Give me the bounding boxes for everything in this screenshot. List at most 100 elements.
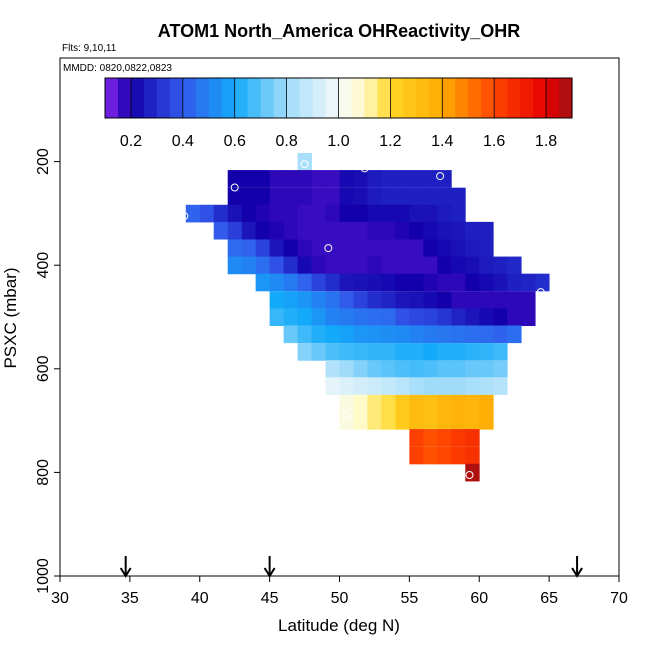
- observation-marker: [180, 211, 189, 220]
- heatmap-cell: [381, 360, 396, 378]
- heatmap-cell: [451, 308, 466, 327]
- colorbar-segment: [377, 78, 391, 118]
- colorbar-segment: [286, 78, 301, 118]
- y-tick-label: 1000: [35, 558, 52, 594]
- heatmap-cell: [479, 308, 494, 327]
- heatmap-cell: [353, 256, 368, 275]
- colorbar-segment: [533, 78, 547, 118]
- heatmap-cell: [437, 411, 452, 430]
- heatmap-cell: [283, 291, 298, 309]
- heatmap-cell: [451, 204, 466, 223]
- x-tick-label: 50: [331, 590, 349, 607]
- heatmap-cell: [437, 204, 452, 223]
- heatmap-cell: [409, 343, 424, 361]
- heatmap-cell: [395, 239, 410, 258]
- heatmap-cell: [339, 221, 354, 240]
- heatmap-cell: [367, 256, 382, 275]
- heatmap-cell: [367, 377, 382, 395]
- x-tick-label: 35: [121, 590, 139, 607]
- heatmap-cell: [353, 394, 368, 413]
- heatmap-cell: [451, 221, 466, 240]
- heatmap-cell: [297, 308, 312, 327]
- colorbar-segment: [130, 78, 145, 118]
- heatmap-cell: [437, 360, 452, 378]
- heatmap-cell: [339, 239, 354, 258]
- heatmap-cell: [381, 187, 396, 206]
- heatmap-cell: [465, 273, 480, 292]
- heatmap-cell: [381, 343, 396, 361]
- colorbar-segment: [208, 78, 223, 118]
- heatmap-cell: [465, 377, 480, 395]
- heatmap-cell: [465, 325, 480, 344]
- heatmap-cell: [451, 291, 466, 309]
- heatmap-cell: [465, 256, 480, 275]
- heatmap-cell: [283, 204, 298, 223]
- heatmap-cell: [451, 446, 466, 465]
- heatmap-cell: [367, 187, 382, 206]
- heatmap-cell: [437, 325, 452, 344]
- colorbar-segment: [481, 78, 495, 118]
- heatmap-cell: [479, 273, 494, 292]
- colorbar-segment: [221, 78, 236, 118]
- heatmap-cell: [381, 411, 396, 430]
- heatmap-cell: [409, 429, 424, 447]
- heatmap-cell: [395, 308, 410, 327]
- y-axis: 200 400 600 800 1000: [35, 148, 60, 594]
- heatmap-cell: [395, 256, 410, 275]
- heatmap-cell: [339, 204, 354, 223]
- heatmap-cell: [395, 187, 410, 206]
- heatmap-cell: [437, 394, 452, 413]
- heatmap-cell: [297, 221, 312, 240]
- heatmap-cell: [423, 170, 438, 188]
- heatmap-cell: [479, 291, 494, 309]
- heatmap-cell: [409, 291, 424, 309]
- heatmap-cell: [465, 291, 480, 309]
- colorbar-tick-label: 0.2: [120, 133, 142, 150]
- heatmap-cell: [367, 239, 382, 258]
- heatmap-cell: [367, 291, 382, 309]
- heatmap-cell: [381, 170, 396, 188]
- heatmap-cell: [381, 394, 396, 413]
- colorbar-segment: [156, 78, 171, 118]
- colorbar-segment: [169, 78, 184, 118]
- heatmap-cell: [437, 256, 452, 275]
- heatmap-cell: [451, 273, 466, 292]
- heatmap-cell: [311, 204, 326, 223]
- heatmap-cell: [213, 204, 229, 223]
- heatmap-cell: [353, 360, 368, 378]
- heatmap-cell: [283, 256, 298, 275]
- heatmap-cell: [325, 170, 340, 188]
- heatmap-cell: [353, 187, 368, 206]
- heatmap-cell: [283, 221, 298, 240]
- colorbar-segment: [429, 78, 443, 118]
- heatmap-cell: [423, 411, 438, 430]
- heatmap-cell: [395, 377, 410, 395]
- heatmap-cell: [367, 394, 382, 413]
- heatmap-cell: [339, 325, 354, 344]
- heatmap-cell: [409, 273, 424, 292]
- heatmap-cell: [395, 360, 410, 378]
- heatmap-cell: [395, 411, 410, 430]
- heatmap-cell: [241, 204, 257, 223]
- heatmap-cell: [325, 360, 340, 378]
- heatmap-cell: [381, 273, 396, 292]
- heatmap-cell: [297, 204, 312, 223]
- observation-markers: [180, 160, 545, 479]
- heatmap-cell: [423, 291, 438, 309]
- heatmap-cell: [395, 204, 410, 223]
- colorbar-segment: [364, 78, 379, 118]
- heatmap-cell: [255, 256, 271, 275]
- heatmap-cell: [479, 343, 494, 361]
- heatmap-cell: [269, 256, 284, 275]
- colorbar-segment: [494, 78, 508, 118]
- heatmap-cell: [437, 308, 452, 327]
- heatmap-cell: [283, 170, 298, 188]
- latitude-arrow: [119, 556, 132, 578]
- heatmap-cell: [367, 170, 382, 188]
- heatmap-cell: [213, 221, 229, 240]
- heatmap-cell: [325, 256, 340, 275]
- heatmap-cell: [493, 308, 508, 327]
- x-tick-label: 70: [610, 590, 628, 607]
- heatmap-cell: [507, 256, 522, 275]
